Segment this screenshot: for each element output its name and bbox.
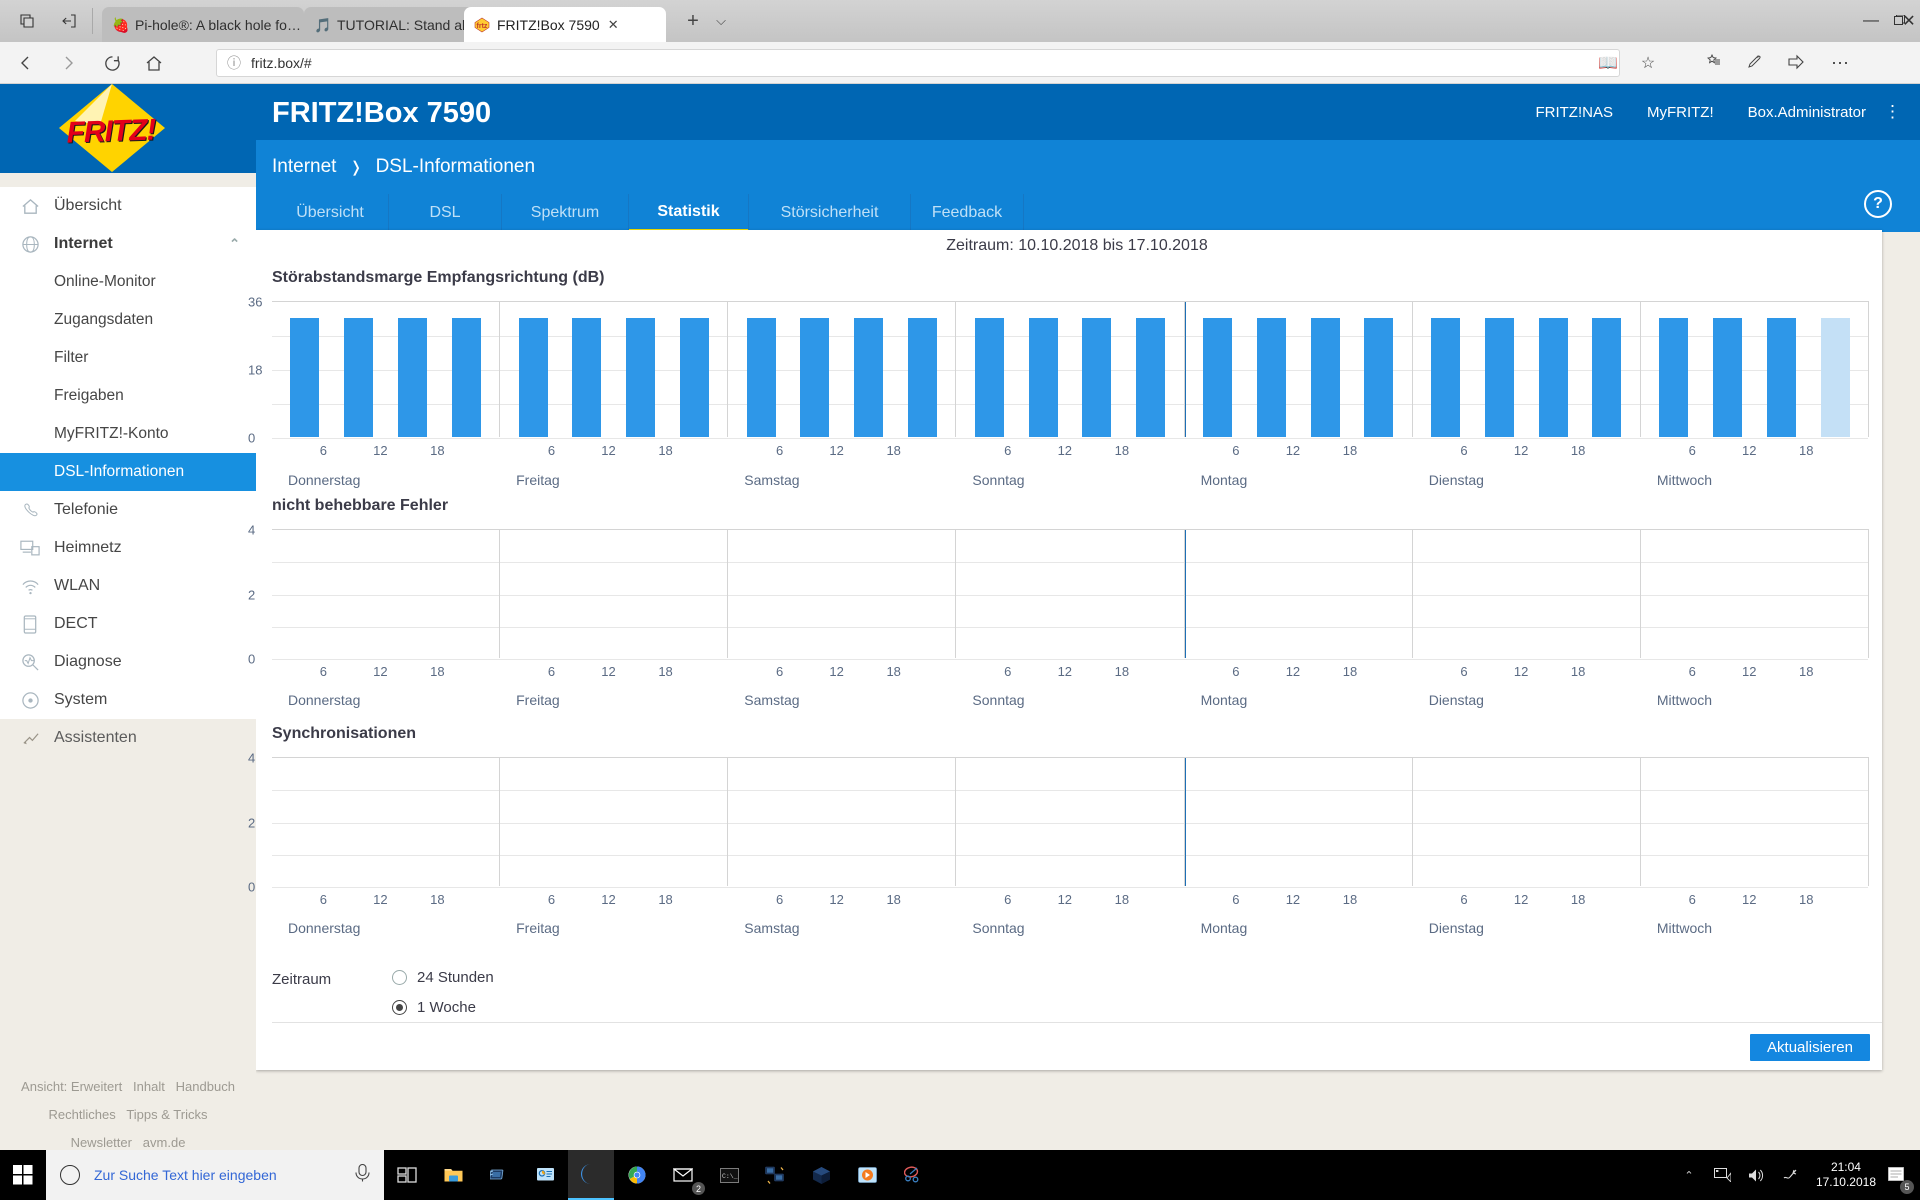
svg-text:C:\_: C:\_ — [722, 1173, 738, 1180]
svg-text:frtz: frtz — [477, 23, 488, 30]
svg-text:FRITZ!: FRITZ! — [66, 113, 157, 149]
